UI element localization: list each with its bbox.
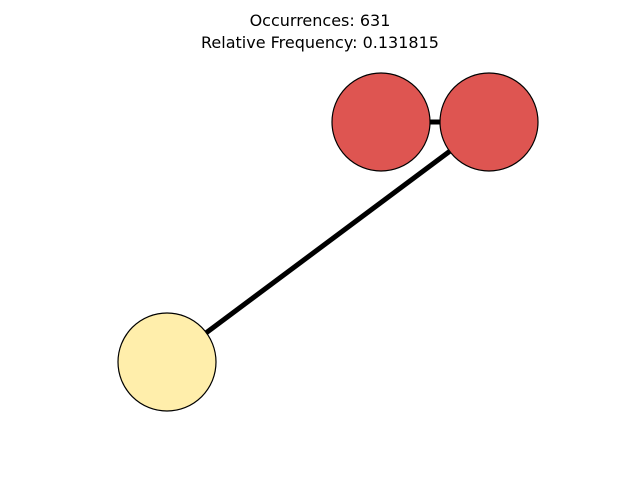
nodes-layer [117, 72, 539, 412]
relative-frequency-label: Relative Frequency: 0.131815 [201, 33, 439, 52]
edge-node-2-node-3 [165, 119, 491, 365]
graph-node-1 [331, 72, 431, 172]
edges-layer [165, 119, 491, 365]
graph-node-2 [439, 72, 539, 172]
figure-title: Occurrences: 631 Relative Frequency: 0.1… [0, 10, 640, 54]
graph-node-3 [117, 312, 217, 412]
occurrences-label: Occurrences: 631 [249, 11, 391, 30]
